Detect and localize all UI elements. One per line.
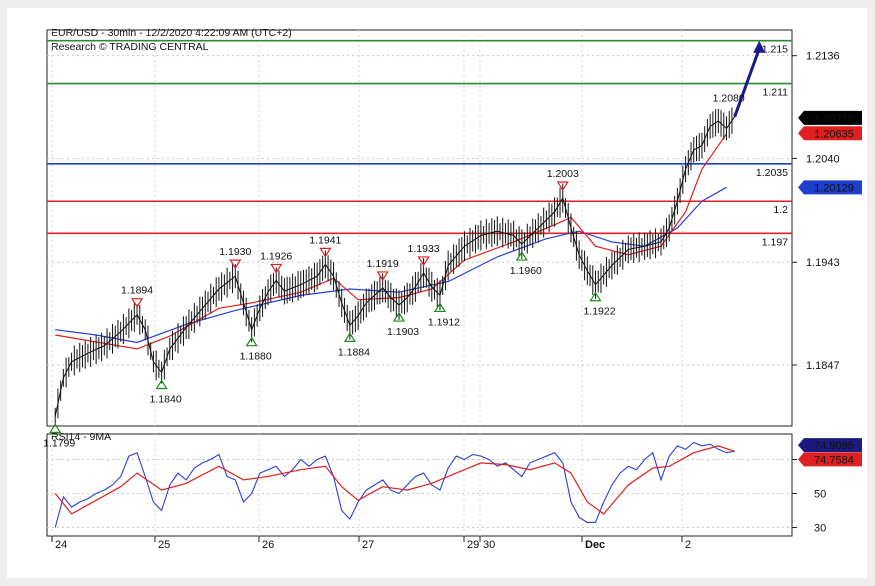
- swing-low-label: 1.1884: [338, 346, 370, 358]
- swing-high-marker: [270, 263, 283, 274]
- swing-high-label: 1.2003: [547, 168, 579, 180]
- chart-frame: EUR/USD - 30min - 12/2/2020 4:22:09 AM (…: [7, 8, 867, 578]
- rsi-y-tick-label: 30: [814, 523, 826, 535]
- forecast-arrow-head: [753, 40, 766, 53]
- swing-low-label: 1.1903: [387, 326, 419, 338]
- swing-high-label: 1.1930: [219, 246, 251, 258]
- level-line-label: 1.211: [763, 87, 789, 99]
- rsi-y-tick-label: 50: [814, 489, 826, 501]
- swing-low-marker: [49, 423, 62, 433]
- swing-high-label: 1.1926: [260, 250, 292, 262]
- rsi-value-tag: [798, 438, 862, 453]
- swing-low-label: 1.1880: [240, 351, 272, 363]
- swing-low-label: 1.1840: [150, 393, 182, 405]
- swing-low-marker: [433, 302, 447, 313]
- chart-header-line2: Research © TRADING CENTRAL: [51, 41, 209, 53]
- swing-low-marker: [392, 311, 406, 322]
- swing-high-marker: [130, 298, 144, 308]
- level-line-label: 1.2035: [756, 167, 788, 179]
- rsi-panel-border: [46, 433, 793, 537]
- rsi-value-tag: [798, 452, 862, 467]
- swing-high-marker: [556, 181, 569, 192]
- chart-header-line1: EUR/USD - 30min - 12/2/2020 4:22:09 AM (…: [51, 27, 292, 39]
- swing-low-label: 1.1922: [583, 306, 615, 318]
- swing-high-marker: [376, 271, 389, 282]
- ma-fast-line: [55, 133, 727, 350]
- swing-high-marker: [319, 247, 332, 258]
- level-line-label: 1.215: [762, 44, 788, 56]
- price-panel-border: [46, 29, 793, 427]
- x-tick-label: 27: [362, 539, 374, 551]
- x-tick-label: 25: [158, 539, 170, 551]
- price-y-tick-label: 1.1943: [806, 257, 840, 269]
- price-value-tag-label: 1.20635: [814, 128, 854, 140]
- swing-low-label: 1.1960: [510, 265, 542, 277]
- price-value-tag-label: 1.20779: [814, 113, 854, 125]
- rsi-line: [54, 441, 735, 528]
- swing-high-label: 1.1919: [367, 258, 399, 270]
- chart-canvas: EUR/USD - 30min - 12/2/2020 4:22:09 AM (…: [43, 27, 862, 551]
- swing-low-marker: [245, 336, 258, 347]
- level-line-label: 1.197: [762, 236, 788, 248]
- price-value-tag: [798, 180, 862, 195]
- price-value-tag: [798, 126, 862, 141]
- x-tick-label: 30: [483, 539, 495, 551]
- price-line: [54, 116, 736, 417]
- x-tick-label: Dec: [585, 539, 605, 551]
- price-value-tag: [798, 110, 862, 125]
- forecast-arrow-shaft: [733, 48, 761, 118]
- swing-high-marker: [417, 256, 430, 267]
- price-value-tag-label: 1.20129: [814, 182, 854, 194]
- swing-low-marker: [343, 332, 356, 342]
- swing-high-label: 1.1941: [309, 234, 341, 246]
- x-tick-label: 24: [55, 539, 67, 551]
- level-line-label: 1.2: [773, 204, 788, 216]
- price-y-tick-label: 1.2040: [806, 153, 840, 165]
- rsi-value-tag-label: 74.7584: [814, 454, 854, 466]
- price-y-tick-label: 1.2136: [806, 51, 840, 63]
- swing-high-label: 1.1894: [121, 285, 153, 297]
- swing-high-marker: [229, 259, 242, 270]
- swing-low-marker: [155, 379, 168, 390]
- swing-low-marker: [589, 291, 602, 302]
- price-annotation-label: 1.2080: [713, 93, 745, 105]
- price-y-tick-label: 1.1847: [806, 360, 840, 372]
- rsi-ma-line: [54, 445, 735, 515]
- rsi-value-tag-label: 74.9095: [814, 440, 854, 452]
- swing-low-marker: [515, 250, 528, 261]
- swing-high-label: 1.1933: [408, 243, 440, 255]
- swing-low-label: 1.1912: [428, 316, 460, 328]
- swing-low-label: 1.1799: [43, 437, 75, 449]
- x-tick-label: 26: [262, 539, 274, 551]
- x-tick-label: 29: [467, 539, 479, 551]
- x-tick-label: 2: [685, 539, 691, 551]
